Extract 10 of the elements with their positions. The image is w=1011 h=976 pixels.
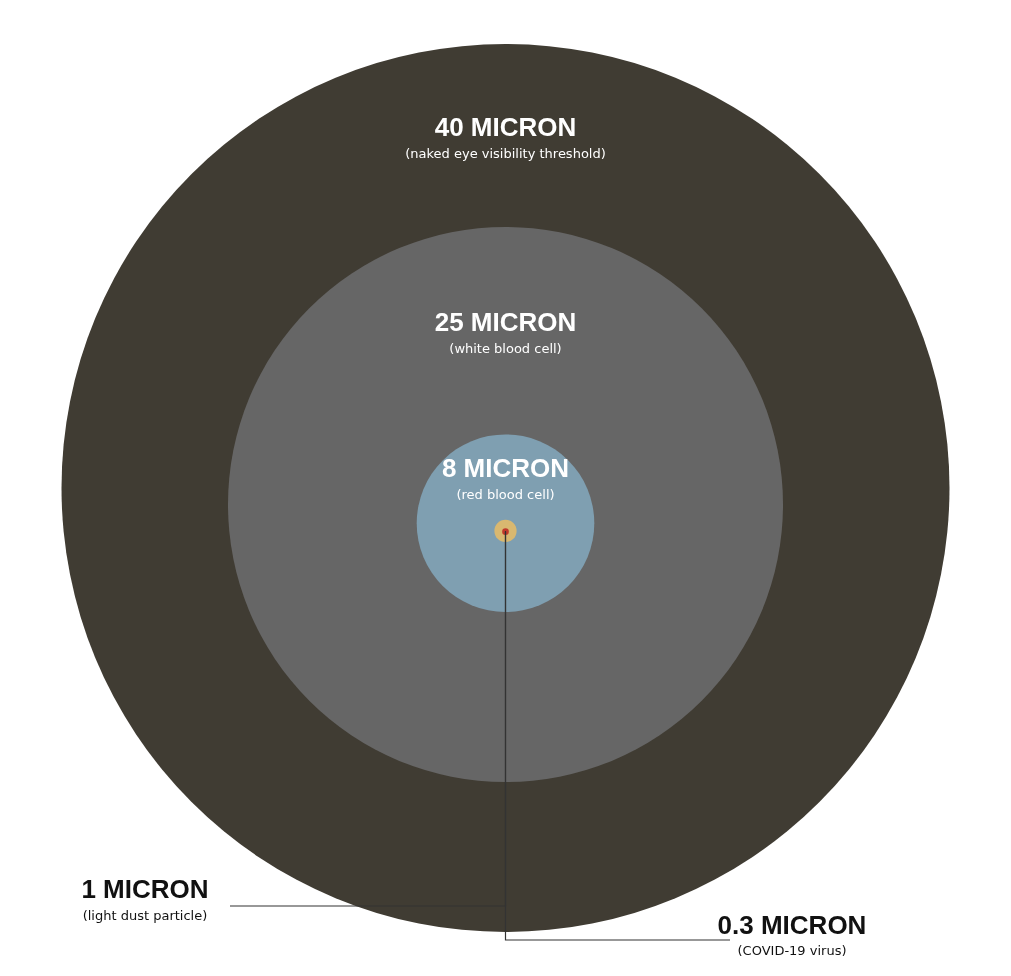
data-label: 40 MICRON [434,111,577,142]
data-label: 25 MICRON [434,306,577,337]
data-label: 0.3 MICRON [717,910,867,940]
category-label: (white blood cell) [449,340,562,356]
data-label: 1 MICRON [81,874,209,904]
data-label: 8 MICRON [441,453,570,484]
category-label: (red blood cell) [456,487,555,503]
category-label: (light dust particle) [82,908,208,923]
category-label: (naked eye visibility threshold) [405,145,606,161]
category-label: (COVID-19 virus) [737,943,847,958]
